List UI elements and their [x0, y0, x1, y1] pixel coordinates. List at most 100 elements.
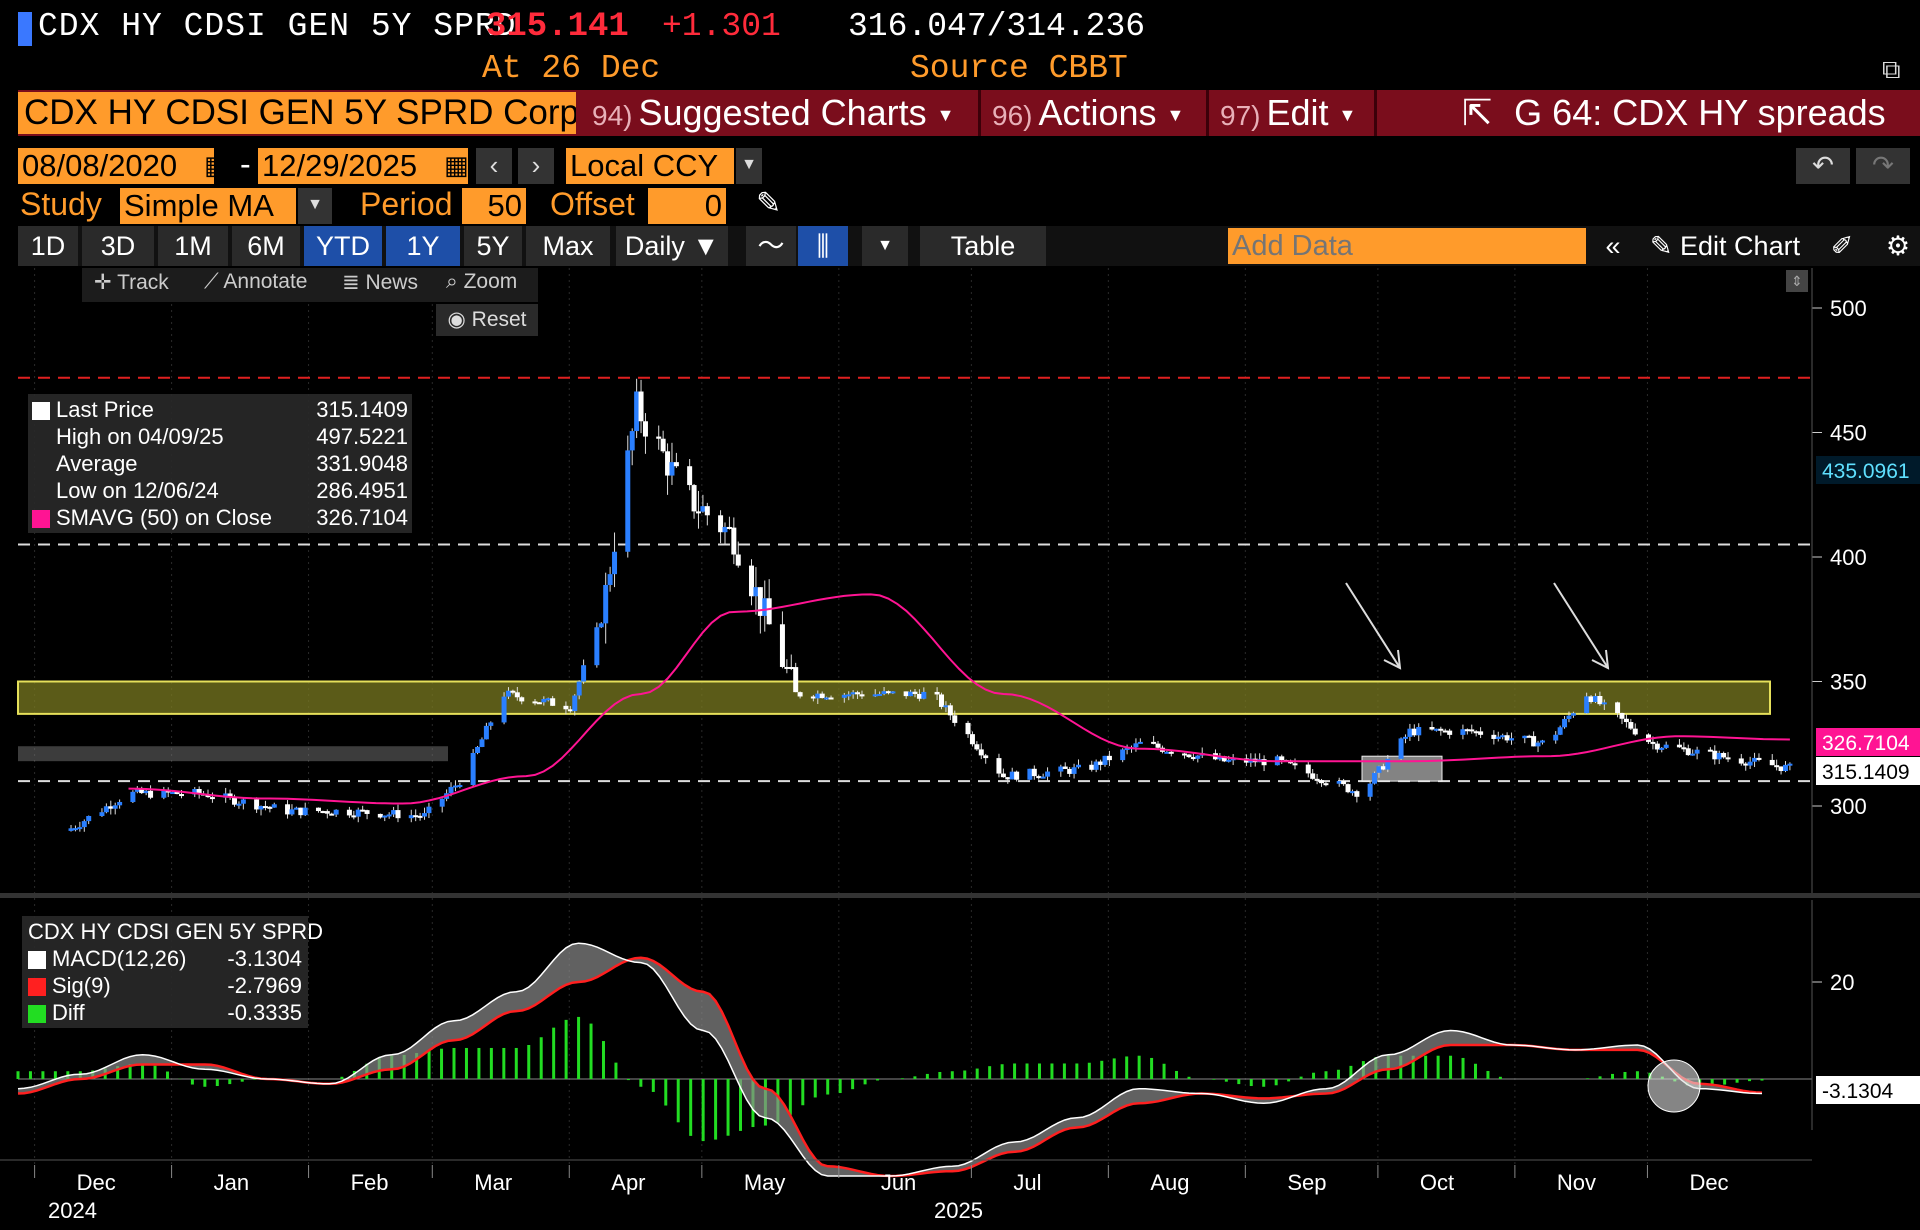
range-button-3d[interactable]: 3D [82, 226, 154, 266]
candle-body [939, 694, 945, 707]
legend-value: 286.4951 [316, 478, 408, 503]
candle-body [262, 806, 268, 809]
range-button-6m[interactable]: 6M [232, 226, 300, 266]
candle-body [1778, 766, 1784, 772]
price-marker-label: 315.1409 [1822, 761, 1910, 784]
scroll-toggle-icon[interactable]: ⇕ [1786, 270, 1808, 292]
redo-button[interactable]: ↷ [1856, 148, 1910, 184]
candle-body [1438, 728, 1444, 731]
security-marker [18, 12, 32, 46]
suggested-charts-menu[interactable]: 94) Suggested Charts ▼ [592, 90, 954, 136]
edit-chart-button[interactable]: ✎ Edit Chart [1640, 226, 1810, 266]
calendar-icon[interactable]: ▦ [444, 150, 469, 180]
edit-menu[interactable]: 97) Edit ▼ [1220, 90, 1356, 136]
legend-row: Average 331.9048 [32, 450, 408, 477]
legend-swatch [32, 483, 50, 501]
line-chart-icon[interactable]: 〜 [746, 226, 796, 266]
candle-body [872, 694, 878, 697]
range-button-ytd[interactable]: YTD [304, 226, 382, 266]
candle-body [567, 709, 573, 712]
legend-label: Diff [52, 1000, 85, 1025]
collapse-icon[interactable]: « [1594, 226, 1632, 266]
candle-body [978, 749, 984, 756]
candle-body [1782, 764, 1788, 772]
start-date-field[interactable]: 08/08/2020 [18, 148, 214, 184]
zoom-tool[interactable]: ⌕ Zoom [446, 270, 517, 294]
export-icon: ⇱ [1462, 92, 1493, 133]
offset-field[interactable]: 0 [648, 188, 726, 224]
candle-body [293, 807, 299, 810]
annotate-label: Annotate [223, 270, 308, 293]
chevron-down-icon[interactable]: ▼ [298, 188, 332, 224]
calendar-icon[interactable]: ▦ [204, 150, 229, 180]
menu-label: Suggested Charts [638, 92, 927, 133]
candle-body [285, 804, 291, 815]
annotate-tool[interactable]: ⟋ Annotate [204, 270, 307, 294]
candle-body [1186, 754, 1192, 758]
highlight-circle [1647, 1059, 1701, 1113]
add-data-input[interactable] [1228, 228, 1586, 264]
range-button-1y[interactable]: 1Y [386, 226, 460, 266]
range-button-1m[interactable]: 1M [158, 226, 228, 266]
candle-body [1067, 768, 1073, 774]
candle-body [1447, 730, 1453, 735]
frequency-select[interactable]: Daily ▼ [616, 226, 728, 266]
candlestick-icon[interactable]: ⫼ [798, 226, 848, 266]
currency-select[interactable]: Local CCY [566, 148, 734, 184]
undo-button[interactable]: ↶ [1796, 148, 1850, 184]
legend-swatch [28, 1005, 46, 1024]
candle-body [514, 692, 520, 698]
candle-body [704, 506, 710, 516]
candle-body [479, 739, 485, 747]
range-button-5y[interactable]: 5Y [464, 226, 522, 266]
actions-menu[interactable]: 96) Actions ▼ [992, 90, 1184, 136]
menu-divider [1206, 90, 1209, 136]
candle-body [1539, 740, 1545, 743]
chevron-down-icon[interactable]: ▼ [736, 148, 762, 184]
next-period-button[interactable]: › [518, 148, 554, 184]
y-tick-label: 300 [1830, 794, 1867, 819]
candle-body [788, 666, 794, 669]
pencil-icon[interactable]: ✎ [756, 187, 782, 220]
x-tick-label: Aug [1150, 1170, 1189, 1195]
chart-tools-strip [82, 268, 538, 302]
range-button-1d[interactable]: 1D [18, 226, 78, 266]
track-tool[interactable]: ✛ Track [94, 270, 169, 295]
chevron-down-icon[interactable]: ▼ [862, 226, 908, 266]
candle-body [1319, 780, 1325, 784]
candle-body [1031, 768, 1037, 777]
candle-body [722, 526, 728, 533]
candle-body [550, 698, 556, 706]
saved-chart-link[interactable]: ⇱ G 64: CDX HY spreads [1462, 90, 1886, 136]
study-select[interactable]: Simple MA [120, 188, 296, 224]
candle-body [134, 788, 140, 792]
ticker-input[interactable]: CDX HY CDSI GEN 5Y SPRD Corp [18, 92, 576, 134]
candle-body [99, 812, 105, 816]
candle-body [81, 821, 87, 828]
candle-body [209, 797, 215, 800]
candle-body [1354, 791, 1360, 797]
candle-body [1429, 727, 1435, 730]
gear-icon[interactable]: ⚙ [1876, 226, 1920, 266]
range-button-max[interactable]: Max [526, 226, 610, 266]
prev-period-button[interactable]: ‹ [476, 148, 512, 184]
drawing-tool-icon[interactable]: ✐ [1820, 226, 1864, 266]
candle-body [505, 690, 511, 697]
candle-body [753, 587, 759, 597]
period-field[interactable]: 50 [462, 188, 526, 224]
candle-body [1469, 729, 1475, 732]
news-label: News [365, 271, 418, 294]
candle-body [1570, 713, 1576, 716]
menu-label: Actions [1038, 92, 1157, 133]
legend-swatch [32, 510, 50, 529]
table-button[interactable]: Table [920, 226, 1046, 266]
popout-icon[interactable]: ⧉ [1882, 54, 1901, 84]
resistance-zone [17, 680, 1771, 715]
reset-button[interactable]: ◉ Reset [436, 304, 538, 336]
candle-body [346, 809, 352, 816]
news-tool[interactable]: ≣ News [342, 270, 418, 295]
candle-body [475, 746, 481, 753]
menu-number: 94) [592, 100, 633, 131]
candle-body [846, 694, 852, 697]
end-date-field[interactable]: 12/29/2025 [258, 148, 468, 184]
